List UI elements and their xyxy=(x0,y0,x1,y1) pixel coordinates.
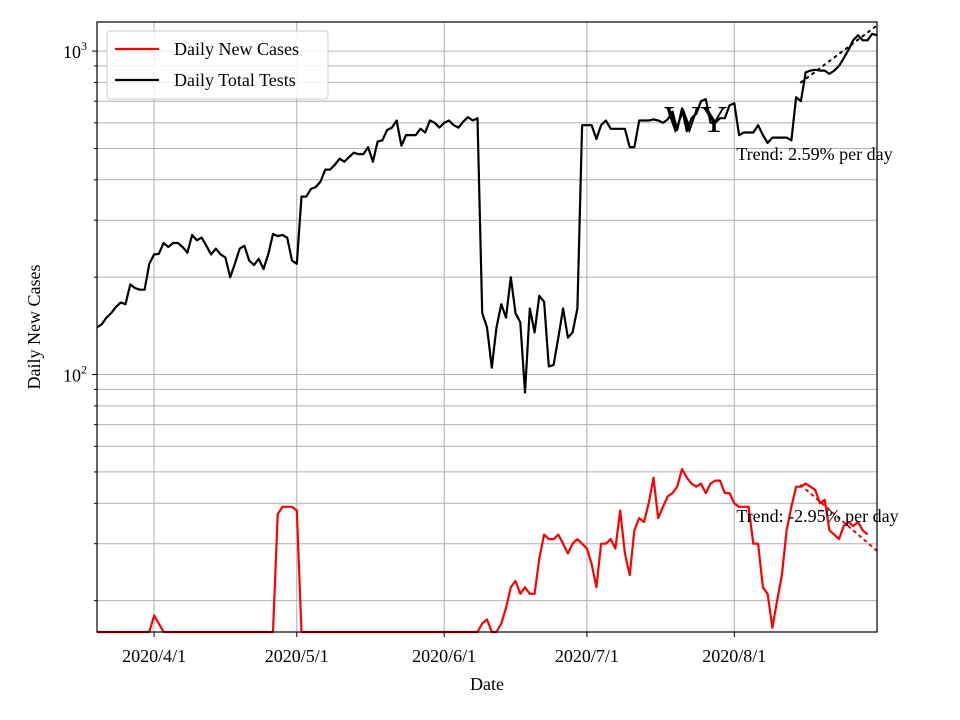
trend-line xyxy=(799,24,878,84)
x-tick-label: 2020/6/1 xyxy=(412,646,476,666)
x-tick-label: 2020/5/1 xyxy=(265,646,329,666)
plot-frame xyxy=(96,21,878,633)
x-axis-label: Date xyxy=(470,674,504,694)
y-tick-label: 102 xyxy=(63,363,87,386)
grid-lines xyxy=(97,22,877,632)
x-tick-label: 2020/7/1 xyxy=(555,646,619,666)
legend-label: Daily Total Tests xyxy=(174,70,296,90)
x-tick-label: 2020/4/1 xyxy=(122,646,186,666)
y-axis-ticks: 102 103 xyxy=(63,39,97,602)
x-tick-label: 2020/8/1 xyxy=(702,646,766,666)
y-axis-label: Daily New Cases xyxy=(24,265,44,390)
x-axis-ticks: 2020/4/1 2020/5/1 2020/6/1 2020/7/1 2020/8/1 xyxy=(122,632,766,666)
trend-lines xyxy=(799,24,878,552)
trend-labels: Trend: -2.95% per day Trend: 2.59% per da… xyxy=(736,144,898,526)
trend-line xyxy=(799,484,878,552)
trend-label: Trend: 2.59% per day xyxy=(736,144,892,164)
legend-box xyxy=(106,30,329,100)
legend-label: Daily New Cases xyxy=(174,39,299,59)
trend-label: Trend: -2.95% per day xyxy=(736,506,898,526)
legend: Daily New Cases Daily Total Tests xyxy=(106,30,329,100)
y-tick-label: 103 xyxy=(63,39,87,62)
series-line xyxy=(96,32,878,394)
station-label: WY xyxy=(664,99,727,141)
